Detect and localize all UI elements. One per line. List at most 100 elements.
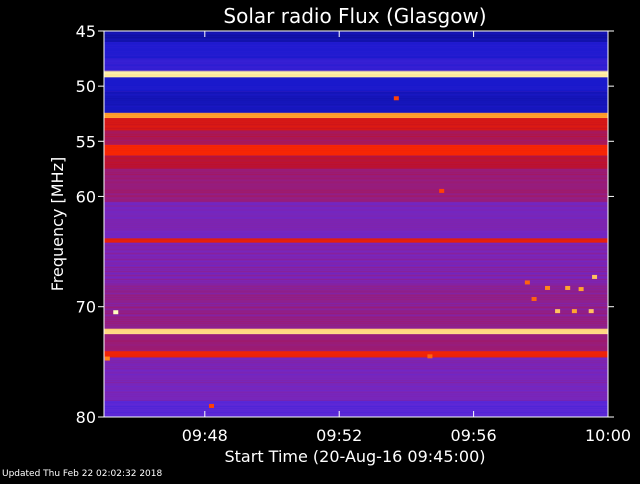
- texture-line: [104, 106, 608, 108]
- texture-line: [104, 298, 608, 300]
- texture-line: [104, 352, 608, 354]
- texture-line: [104, 181, 608, 183]
- texture-line: [104, 70, 608, 72]
- texture-line: [104, 320, 608, 322]
- texture-line: [104, 394, 608, 395]
- updated-timestamp: Updated Thu Feb 22 02:02:32 2018: [2, 469, 163, 479]
- texture-line: [104, 38, 608, 40]
- plot-area: [104, 31, 608, 417]
- y-tick-label: 55: [76, 132, 96, 151]
- texture-line: [104, 165, 608, 167]
- texture-line: [104, 114, 608, 116]
- texture-line: [104, 124, 608, 126]
- axes: 45 50 55 60 70 80 09:48 09:52 09:56 10:00: [76, 22, 631, 445]
- texture-line: [104, 316, 608, 318]
- texture-line: [104, 251, 608, 253]
- texture-line: [104, 158, 608, 159]
- texture-line: [104, 130, 608, 131]
- texture-line: [104, 207, 608, 209]
- texture-line: [104, 197, 608, 199]
- texture-line: [104, 340, 608, 342]
- frequency-band: [104, 168, 608, 202]
- texture-line: [104, 110, 608, 112]
- texture-line: [104, 293, 608, 294]
- texture-line: [104, 308, 608, 310]
- texture-line: [104, 94, 608, 96]
- texture-line: [104, 96, 608, 98]
- texture-line: [104, 237, 608, 239]
- chart-title: Solar radio Flux (Glasgow): [223, 4, 486, 28]
- texture-line: [104, 243, 608, 245]
- frequency-band: [104, 31, 608, 43]
- texture-line: [104, 249, 608, 251]
- texture-line: [104, 116, 608, 118]
- texture-line: [104, 177, 608, 179]
- texture-line: [104, 370, 608, 372]
- texture-line: [104, 40, 608, 42]
- texture-line: [104, 360, 608, 362]
- texture-line: [104, 408, 608, 409]
- hot-spot: [113, 310, 119, 315]
- texture-line: [104, 46, 608, 48]
- frequency-band: [104, 58, 608, 71]
- texture-line: [104, 406, 608, 407]
- texture-line: [104, 295, 608, 296]
- frequency-band: [104, 118, 608, 131]
- texture-line: [104, 58, 608, 60]
- hot-spot: [571, 309, 577, 314]
- texture-line: [104, 76, 608, 78]
- texture-line: [104, 261, 608, 262]
- frequency-band: [104, 42, 608, 59]
- texture-line: [104, 350, 608, 352]
- texture-line: [104, 199, 608, 201]
- texture-line: [104, 247, 608, 249]
- hot-spot: [439, 188, 445, 193]
- texture-line: [104, 285, 608, 286]
- texture-line: [104, 304, 608, 306]
- x-tick-label: 09:48: [182, 426, 228, 445]
- texture-line: [104, 118, 608, 120]
- texture-line: [104, 416, 608, 417]
- texture-line: [104, 78, 608, 80]
- texture-line: [104, 388, 608, 390]
- texture-line: [104, 318, 608, 320]
- texture-line: [104, 275, 608, 276]
- x-axis-label: Start Time (20-Aug-16 09:45:00): [225, 447, 486, 466]
- texture-line: [104, 382, 608, 384]
- hot-spot: [393, 96, 399, 101]
- texture-line: [104, 104, 608, 106]
- texture-line: [104, 227, 608, 229]
- texture-line: [104, 162, 608, 163]
- texture-line: [104, 239, 608, 241]
- texture-line: [104, 92, 608, 94]
- hot-spot: [209, 403, 215, 408]
- texture-line: [104, 330, 608, 332]
- texture-line: [104, 142, 608, 143]
- texture-line: [104, 366, 608, 368]
- texture-line: [104, 386, 608, 388]
- texture-line: [104, 336, 608, 338]
- texture-line: [104, 354, 608, 356]
- texture-line: [104, 273, 608, 274]
- texture-line: [104, 302, 608, 304]
- texture-line: [104, 398, 608, 399]
- texture-line: [104, 209, 608, 211]
- texture-line: [104, 255, 608, 257]
- texture-line: [104, 225, 608, 227]
- texture-line: [104, 235, 608, 237]
- texture-line: [104, 287, 608, 288]
- texture-line: [104, 132, 608, 133]
- texture-line: [104, 380, 608, 382]
- texture-line: [104, 156, 608, 157]
- texture-line: [104, 175, 608, 177]
- texture-line: [104, 279, 608, 280]
- texture-line: [104, 187, 608, 189]
- texture-line: [104, 122, 608, 124]
- texture-line: [104, 193, 608, 195]
- texture-line: [104, 412, 608, 413]
- texture-line: [104, 211, 608, 213]
- texture-line: [104, 112, 608, 114]
- texture-line: [104, 179, 608, 181]
- frequency-band: [104, 112, 608, 119]
